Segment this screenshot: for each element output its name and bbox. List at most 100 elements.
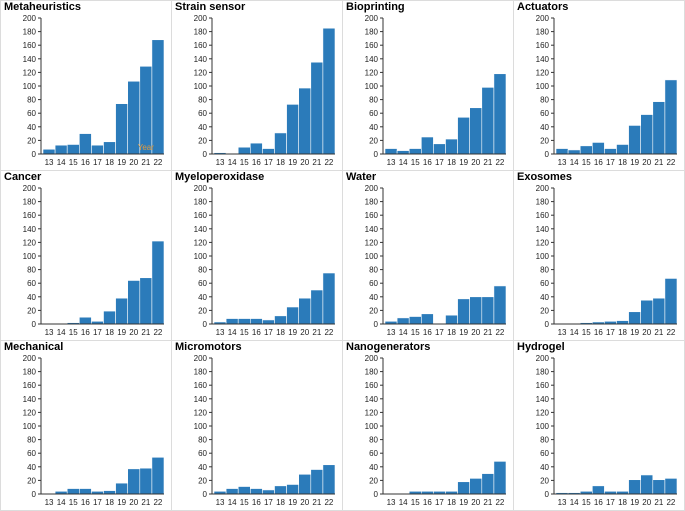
y-tick-label: 200 bbox=[194, 354, 208, 363]
bar-15 bbox=[237, 146, 251, 155]
x-tick-label: 20 bbox=[471, 328, 480, 337]
chart-svg: 0 20 40 60 80 100 120 140 160 180 200 13 14 15 16 17 18 1… bbox=[23, 354, 165, 507]
x-tick-label: 22 bbox=[666, 328, 675, 337]
bar-19 bbox=[115, 482, 128, 495]
bar-20 bbox=[469, 107, 483, 155]
y-tick-label: 40 bbox=[540, 293, 549, 302]
y-tick-label: 160 bbox=[23, 41, 37, 50]
x-tick-label: 16 bbox=[81, 328, 90, 337]
y-tick-label: 40 bbox=[198, 463, 207, 472]
y-tick-label: 60 bbox=[540, 449, 549, 458]
x-tick-label: 15 bbox=[240, 158, 249, 167]
x-tick-label: 15 bbox=[240, 498, 249, 507]
y-tick-label: 120 bbox=[536, 408, 550, 417]
chart-panel-mechanical: Mechanical 0 20 40 60 80 100 120 140 160 180 200 13 1… bbox=[0, 340, 172, 511]
y-tick-label: 200 bbox=[23, 14, 37, 23]
y-tick-label: 40 bbox=[27, 293, 36, 302]
x-tick-label: 17 bbox=[606, 498, 615, 507]
y-tick-label: 140 bbox=[365, 395, 379, 404]
y-tick-label: 160 bbox=[365, 41, 379, 50]
y-tick-label: 100 bbox=[23, 422, 37, 431]
bar-20 bbox=[127, 280, 141, 325]
bar-18 bbox=[274, 315, 287, 325]
x-tick-label: 18 bbox=[276, 498, 285, 507]
chart-panel-micromotors: Micromotors 0 20 40 60 80 100 120 140 160 180 200 13… bbox=[171, 340, 343, 511]
y-tick-label: 140 bbox=[194, 55, 208, 64]
x-tick-label: 19 bbox=[117, 498, 126, 507]
y-tick-label: 160 bbox=[194, 381, 208, 390]
y-tick-label: 40 bbox=[369, 123, 378, 132]
x-tick-label: 22 bbox=[324, 328, 333, 337]
y-tick-label: 140 bbox=[194, 225, 208, 234]
y-tick-label: 80 bbox=[540, 266, 549, 275]
x-tick-label: 22 bbox=[324, 158, 333, 167]
x-tick-label: 14 bbox=[399, 498, 408, 507]
y-tick-label: 60 bbox=[369, 449, 378, 458]
x-tick-label: 14 bbox=[57, 328, 66, 337]
x-tick-label: 14 bbox=[570, 158, 579, 167]
bar-19 bbox=[457, 116, 470, 155]
x-tick-label: 15 bbox=[69, 498, 78, 507]
bar-17 bbox=[433, 143, 446, 155]
bar-21 bbox=[139, 277, 153, 325]
x-tick-label: 15 bbox=[582, 158, 591, 167]
x-tick-label: 19 bbox=[117, 158, 126, 167]
bar-16 bbox=[79, 488, 92, 495]
y-tick-label: 140 bbox=[23, 55, 37, 64]
x-tick-label: 14 bbox=[399, 158, 408, 167]
bar-22 bbox=[664, 278, 678, 325]
x-tick-label: 22 bbox=[495, 158, 504, 167]
bar-18 bbox=[445, 138, 458, 155]
bar-15 bbox=[237, 318, 251, 325]
y-tick-label: 20 bbox=[540, 306, 549, 315]
y-tick-label: 160 bbox=[365, 211, 379, 220]
x-tick-label: 16 bbox=[594, 498, 603, 507]
y-tick-label: 100 bbox=[23, 252, 37, 261]
x-tick-label: 20 bbox=[642, 328, 651, 337]
bar-16 bbox=[250, 318, 263, 325]
bar-20 bbox=[469, 478, 483, 495]
x-tick-label: 15 bbox=[411, 158, 420, 167]
y-tick-label: 80 bbox=[27, 96, 36, 105]
y-tick-label: 80 bbox=[540, 436, 549, 445]
x-tick-label: 15 bbox=[582, 328, 591, 337]
y-tick-label: 20 bbox=[369, 136, 378, 145]
chart-panel-strain-sensor: Strain sensor 0 20 40 60 80 100 120 140 160 180 200… bbox=[171, 0, 343, 171]
chart-panel-hydrogel: Hydrogel 0 20 40 60 80 100 120 140 160 180 200 13 14 1… bbox=[513, 340, 685, 511]
bar-19 bbox=[115, 297, 128, 325]
y-tick-label: 180 bbox=[536, 198, 550, 207]
bar-20 bbox=[640, 299, 654, 325]
bar-13 bbox=[555, 148, 569, 155]
y-tick-label: 60 bbox=[198, 449, 207, 458]
y-tick-label: 40 bbox=[198, 123, 207, 132]
y-tick-label: 140 bbox=[536, 225, 550, 234]
x-tick-label: 22 bbox=[153, 158, 162, 167]
y-tick-label: 100 bbox=[23, 82, 37, 91]
x-tick-label: 16 bbox=[423, 328, 432, 337]
x-tick-label: 16 bbox=[81, 498, 90, 507]
chart-panel-bioprinting: Bioprinting 0 20 40 60 80 100 120 140 160 180 200 13… bbox=[342, 0, 514, 171]
bar-22 bbox=[664, 478, 678, 495]
x-tick-label: 14 bbox=[57, 158, 66, 167]
bar-16 bbox=[79, 133, 92, 155]
y-tick-label: 100 bbox=[194, 422, 208, 431]
y-tick-label: 60 bbox=[27, 449, 36, 458]
axis-annotation: Year bbox=[138, 143, 155, 152]
y-tick-label: 20 bbox=[198, 306, 207, 315]
x-tick-label: 21 bbox=[141, 158, 150, 167]
bar-21 bbox=[139, 467, 153, 495]
bar-20 bbox=[640, 474, 654, 495]
bar-19 bbox=[286, 104, 299, 155]
y-tick-label: 180 bbox=[365, 368, 379, 377]
chart-title: Strain sensor bbox=[175, 1, 246, 13]
x-tick-label: 20 bbox=[642, 498, 651, 507]
y-tick-label: 60 bbox=[369, 109, 378, 118]
y-tick-label: 200 bbox=[536, 354, 550, 363]
y-tick-label: 60 bbox=[27, 279, 36, 288]
x-tick-label: 20 bbox=[642, 158, 651, 167]
y-tick-label: 120 bbox=[536, 238, 550, 247]
y-tick-label: 80 bbox=[198, 436, 207, 445]
x-tick-label: 18 bbox=[447, 498, 456, 507]
y-tick-label: 120 bbox=[365, 408, 379, 417]
